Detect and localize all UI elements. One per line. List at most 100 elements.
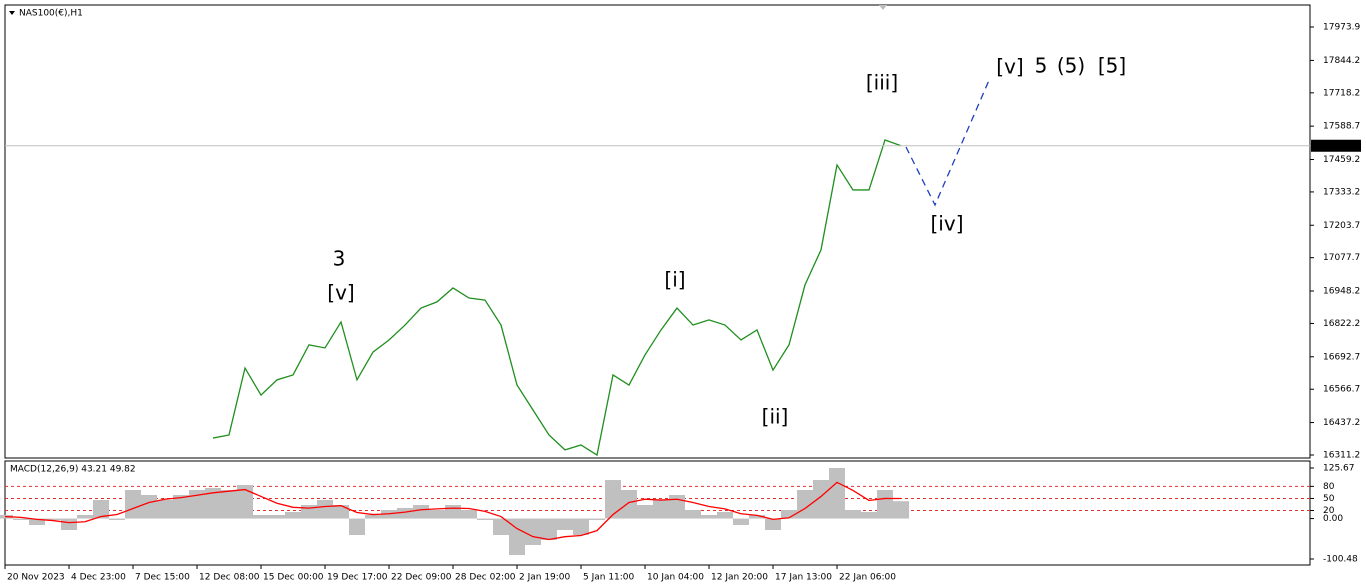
histogram-bar <box>717 512 733 519</box>
y-tick-label: 17203.7 <box>1323 221 1360 231</box>
histogram-bar <box>445 505 461 519</box>
x-tick-label: 12 Jan 20:00 <box>711 573 768 583</box>
histogram-bar <box>173 494 189 519</box>
histogram-bar <box>141 494 157 519</box>
y-tick-label: 17459.2 <box>1323 155 1360 165</box>
histogram-bar <box>205 487 221 519</box>
histogram-bar <box>269 514 285 519</box>
wave-label: 3 <box>333 247 346 271</box>
y-tick-label: 16566.7 <box>1323 385 1360 395</box>
shift-marker <box>879 5 887 10</box>
histogram-bar <box>685 509 701 519</box>
histogram-bar <box>637 505 653 519</box>
y-tick-label: 17973.9 <box>1323 23 1360 33</box>
histogram-bar <box>461 509 477 519</box>
histogram-bar <box>749 514 765 519</box>
histogram-bar <box>77 514 93 519</box>
wave-label: [v] <box>327 281 354 305</box>
histogram-bar <box>333 505 349 519</box>
histogram-bar <box>109 518 125 520</box>
histogram-bar <box>605 480 621 519</box>
macd-title: MACD(12,26,9) 43.21 49.82 <box>10 465 136 475</box>
wave-label: 5 <box>1035 54 1048 78</box>
wave-label: [iii] <box>866 71 898 95</box>
x-tick-label: 7 Dec 15:00 <box>135 573 190 583</box>
price-line <box>212 139 902 457</box>
x-tick-label: 22 Dec 09:00 <box>391 573 452 583</box>
histogram-bar <box>589 518 605 520</box>
histogram-bar <box>429 509 445 519</box>
histogram-bar <box>829 467 845 519</box>
y-tick-label: 17718.2 <box>1323 88 1360 98</box>
y-tick-label: 20 <box>1323 506 1335 516</box>
macd-frame <box>4 460 1311 566</box>
y-tick-label: 16692.7 <box>1323 352 1360 362</box>
chart-title: NAS100(€),H1 <box>19 9 83 19</box>
histogram-bar <box>365 514 381 519</box>
histogram-bar <box>157 499 173 519</box>
histogram-bar <box>525 518 541 546</box>
histogram-bar <box>93 499 109 519</box>
histogram-bar <box>29 518 45 526</box>
x-tick-label: 28 Dec 02:00 <box>455 573 516 583</box>
histogram-bar <box>397 507 413 519</box>
x-tick-label: 15 Dec 00:00 <box>263 573 324 583</box>
wave-label: (5) <box>1057 54 1085 78</box>
histogram-bar <box>813 480 829 519</box>
histogram-bar <box>653 499 669 519</box>
x-tick-label: 4 Dec 23:00 <box>71 573 126 583</box>
wave-label: [v] <box>996 55 1023 79</box>
y-tick-label: 17333.2 <box>1323 187 1360 197</box>
y-tick-label: 17077.7 <box>1323 253 1360 263</box>
histogram-bar <box>493 518 509 535</box>
x-tick-label: 20 Nov 2023 <box>7 573 65 583</box>
histogram-bar <box>317 499 333 519</box>
histogram-bar <box>861 512 877 519</box>
histogram-bar <box>669 494 685 519</box>
y-tick-label: 17588.7 <box>1323 122 1360 132</box>
wave-label: [i] <box>664 268 685 292</box>
histogram-bar <box>285 512 301 519</box>
histogram-bar <box>845 509 861 519</box>
y-tick-label: 16311.2 <box>1323 450 1360 460</box>
x-tick-label: 17 Jan 13:00 <box>775 573 832 583</box>
histogram-bar <box>781 509 797 519</box>
x-tick-label: 10 Jan 04:00 <box>647 573 704 583</box>
current-price-box <box>1311 139 1361 152</box>
histogram-bar <box>237 485 253 519</box>
main-frame <box>4 4 1311 459</box>
histogram-bar <box>877 489 893 519</box>
y-tick-label: 16948.2 <box>1323 287 1360 297</box>
histogram-bar <box>557 518 573 530</box>
histogram-bar <box>573 518 589 535</box>
histogram-bar <box>413 505 429 519</box>
y-tick-label: 80 <box>1323 482 1335 492</box>
histogram-bar <box>13 518 29 520</box>
histogram-bar <box>253 514 269 519</box>
histogram-bar <box>221 489 237 519</box>
y-tick-label: 17844.2 <box>1323 56 1360 66</box>
histogram-bar <box>509 518 525 555</box>
histogram-bar <box>541 518 557 541</box>
y-tick-label: 125.67 <box>1323 464 1355 474</box>
wave-label: [5] <box>1098 54 1126 78</box>
histogram-bar <box>477 518 493 520</box>
y-tick-label: -100.48 <box>1323 555 1358 565</box>
x-tick-label: 12 Dec 08:00 <box>199 573 260 583</box>
y-tick-label: 50 <box>1323 494 1335 504</box>
histogram-bar <box>125 489 141 519</box>
y-tick-label: 0.00 <box>1323 514 1343 524</box>
x-tick-label: 19 Dec 17:00 <box>327 573 388 583</box>
histogram-bar <box>189 489 205 519</box>
y-tick-label: 16437.2 <box>1323 418 1360 428</box>
current-price-label: 17512.6 <box>1322 141 1359 151</box>
x-tick-label: 5 Jan 11:00 <box>583 573 635 583</box>
menu-arrow <box>9 11 15 15</box>
x-tick-label: 2 Jan 19:00 <box>519 573 571 583</box>
histogram-bar <box>701 514 717 519</box>
signal-line <box>4 481 902 541</box>
wave-label: [iv] <box>931 212 964 236</box>
histogram-bar <box>349 518 365 535</box>
wave-label: [ii] <box>762 405 789 429</box>
